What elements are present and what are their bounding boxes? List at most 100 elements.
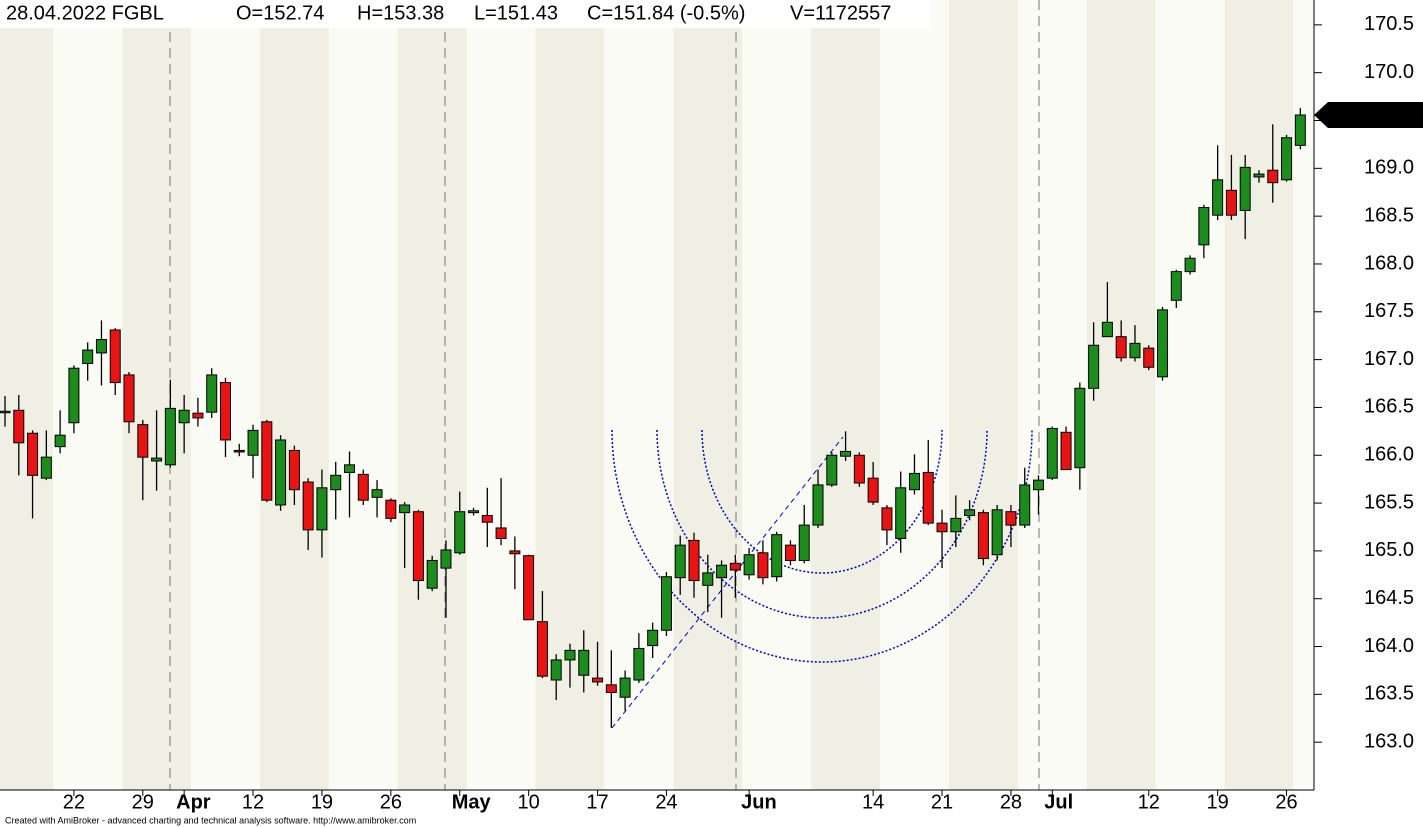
candle-body xyxy=(716,564,728,579)
candle-body xyxy=(109,329,121,384)
x-tick-label: 12 xyxy=(242,791,264,813)
x-tick-label: 29 xyxy=(132,791,154,813)
candle-body xyxy=(247,429,259,456)
candle-body xyxy=(895,487,907,539)
x-tick-label: Jul xyxy=(1044,791,1073,813)
candle-body xyxy=(206,374,218,413)
candle-body xyxy=(840,450,852,457)
candle-body xyxy=(605,684,617,693)
candle-body xyxy=(192,412,204,419)
candle-body xyxy=(95,339,107,354)
candle-body xyxy=(1212,179,1224,216)
y-tick-label: 168.0 xyxy=(1364,252,1414,274)
candle-body xyxy=(1101,321,1113,338)
y-tick-label: 164.0 xyxy=(1364,635,1414,657)
candle-body xyxy=(454,511,466,554)
candle-body xyxy=(481,515,493,523)
y-tick-label: 165.0 xyxy=(1364,539,1414,561)
candle-body xyxy=(674,544,686,579)
week-band xyxy=(259,0,329,790)
fibonacci-arcs xyxy=(611,429,1033,729)
candle-body xyxy=(1143,347,1155,368)
candle-body xyxy=(991,509,1003,556)
x-tick-label: 12 xyxy=(1138,791,1160,813)
candle-body xyxy=(757,552,769,579)
candle-body xyxy=(826,454,838,486)
x-tick-label: Jun xyxy=(741,791,777,813)
candle-body xyxy=(743,554,755,576)
candle-body xyxy=(1267,169,1279,184)
candle-body xyxy=(523,555,535,621)
y-tick-label: 166.5 xyxy=(1364,396,1414,418)
candle-body xyxy=(275,439,287,506)
header-close: C=151.84 (-0.5%) xyxy=(587,2,745,24)
candle-body xyxy=(316,487,328,531)
candle-body xyxy=(536,621,548,677)
week-band xyxy=(811,0,881,790)
candle-body xyxy=(550,659,562,681)
candle-body xyxy=(977,512,989,560)
candle-body xyxy=(495,527,507,539)
candle-body xyxy=(1294,114,1306,146)
candle-body xyxy=(908,472,920,491)
y-tick-label: 163.5 xyxy=(1364,683,1414,705)
candle-body xyxy=(1115,336,1127,359)
week-band xyxy=(880,0,949,790)
candle-body xyxy=(261,421,273,501)
axes: 163.0 163.5 164.0 164.5 165.0 165.5 166.0 166.5… xyxy=(63,13,1423,813)
candle-body xyxy=(1019,484,1031,526)
candle-body xyxy=(399,504,411,514)
x-tick-label: 26 xyxy=(1275,791,1297,813)
candle-body xyxy=(1129,342,1141,359)
week-band xyxy=(53,0,123,790)
y-tick-label: 167.0 xyxy=(1364,348,1414,370)
candle-body xyxy=(509,550,521,555)
candle-body xyxy=(1046,427,1058,479)
x-tick-label: 21 xyxy=(931,791,953,813)
candles xyxy=(0,108,1306,728)
candle-body xyxy=(564,649,576,661)
candle-body xyxy=(853,454,865,484)
candle-body xyxy=(13,409,25,444)
week-band xyxy=(1224,0,1294,790)
header-symbol: 28.04.2022 FGBL xyxy=(6,2,164,24)
candle-body xyxy=(1225,189,1237,216)
candle-body xyxy=(330,474,342,491)
candle-body xyxy=(1184,257,1196,273)
week-band xyxy=(1293,0,1314,790)
candle-body xyxy=(922,471,934,524)
header-low: L=151.43 xyxy=(474,2,558,24)
candle-body xyxy=(619,677,631,698)
week-band xyxy=(1086,0,1156,790)
candle-body xyxy=(1005,511,1017,526)
candle-body xyxy=(1170,271,1182,301)
y-tick-label: 163.0 xyxy=(1364,730,1414,752)
candle-body xyxy=(385,499,397,519)
candle-body xyxy=(647,629,659,647)
candle-body xyxy=(164,407,176,466)
candle-body xyxy=(950,517,962,533)
week-band xyxy=(466,0,536,790)
candle-body xyxy=(357,473,369,501)
candle-body xyxy=(412,511,424,582)
candle-body xyxy=(288,449,300,491)
x-tick-label: Apr xyxy=(176,791,211,813)
candle-body xyxy=(137,424,149,458)
x-tick-label: 24 xyxy=(655,791,677,813)
candle-body xyxy=(1088,344,1100,389)
y-tick-label: 164.5 xyxy=(1364,587,1414,609)
candle-body xyxy=(68,367,80,424)
x-tick-label: 22 xyxy=(63,791,85,813)
candle-body xyxy=(40,456,52,479)
footer: Created with AmiBroker - advanced charti… xyxy=(5,815,416,825)
candle-body xyxy=(82,349,94,364)
candle-body xyxy=(881,507,893,531)
candle-body xyxy=(468,510,480,514)
candle-body xyxy=(729,562,741,571)
candle-body xyxy=(1074,387,1086,469)
y-tick-label: 165.5 xyxy=(1364,491,1414,513)
x-tick-label: 19 xyxy=(311,791,333,813)
candle-body xyxy=(964,509,976,517)
header-high: H=153.38 xyxy=(357,2,444,24)
candle-body xyxy=(688,539,700,582)
